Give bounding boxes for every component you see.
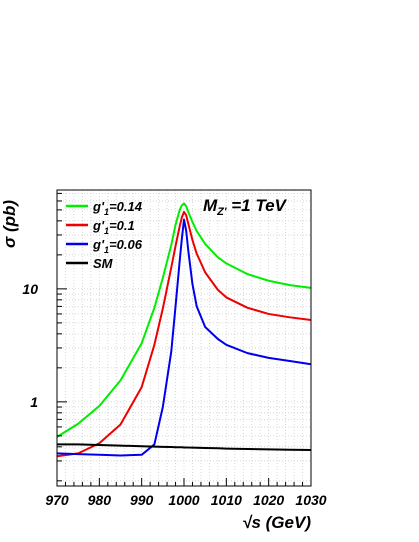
- x-tick-label: 1030: [295, 492, 326, 508]
- legend-label: g'1=0.06: [92, 237, 143, 255]
- series-line-0: [56, 202, 312, 438]
- y-tick-label: 1: [30, 394, 38, 410]
- legend-label: g'1=0.1: [92, 218, 135, 236]
- x-tick-label: 980: [88, 492, 112, 508]
- y-axis-label: σ (pb): [0, 200, 19, 248]
- mass-annotation-sub: Z': [216, 206, 227, 218]
- series-line-3: [57, 443, 312, 451]
- grid: [57, 190, 311, 486]
- series-line-1: [56, 210, 312, 458]
- y-tick-label: 10: [22, 281, 38, 297]
- x-tick-label: 990: [130, 492, 154, 508]
- mass-annotation: MZ' =1 TeV: [203, 196, 288, 218]
- legend-label: g'1=0.14: [92, 199, 143, 217]
- y-tick-labels: 1 10: [22, 281, 38, 410]
- curves: [56, 202, 312, 458]
- legend-label: SM: [93, 256, 114, 271]
- x-tick-label: 1010: [211, 492, 242, 508]
- axis-ticks: [56, 192, 312, 486]
- series-line-2: [56, 218, 312, 457]
- x-tick-labels: 970 980 990 1000 1010 1020 1030: [45, 492, 326, 508]
- x-tick-label: 1020: [253, 492, 284, 508]
- x-tick-label: 970: [45, 492, 69, 508]
- x-tick-label: 1000: [168, 492, 199, 508]
- x-axis-label: √s (GeV): [242, 513, 311, 532]
